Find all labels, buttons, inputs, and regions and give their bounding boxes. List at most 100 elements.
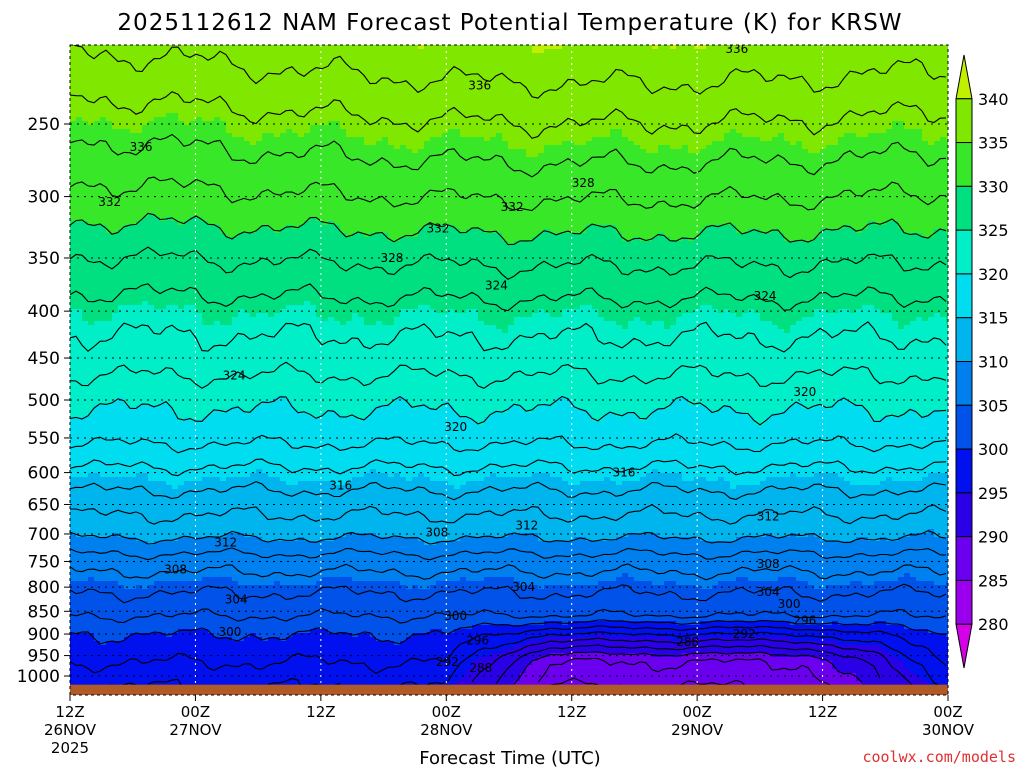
- fill-cell: [700, 653, 707, 695]
- fill-cell: [784, 141, 791, 242]
- fill-cell: [124, 129, 131, 226]
- fill-cell: [922, 533, 929, 582]
- fill-cell: [298, 585, 305, 634]
- fill-cell: [886, 313, 893, 418]
- fill-cell: [490, 45, 497, 138]
- fill-cell: [922, 581, 929, 630]
- fill-cell: [214, 577, 221, 638]
- fill-cell: [376, 405, 383, 474]
- fill-cell: [784, 333, 791, 410]
- fill-cell: [826, 229, 833, 314]
- fill-cell: [844, 625, 851, 646]
- fill-cell: [472, 229, 479, 310]
- fill-cell: [364, 581, 371, 634]
- fill-cell: [718, 621, 725, 638]
- fill-cell: [310, 125, 317, 218]
- fill-cell: [454, 313, 461, 414]
- fill-cell: [304, 585, 311, 634]
- fill-cell: [442, 225, 449, 314]
- fill-cell: [760, 621, 767, 638]
- fill-cell: [862, 45, 869, 138]
- fill-cell: [586, 481, 593, 542]
- fill-cell: [682, 537, 689, 586]
- x-tick-year: 2025: [51, 739, 89, 757]
- fill-cell: [364, 633, 371, 695]
- fill-cell: [736, 45, 743, 134]
- fill-cell: [622, 573, 629, 622]
- fill-cell: [802, 317, 809, 410]
- fill-cell: [724, 45, 731, 134]
- fill-cell: [532, 661, 539, 695]
- fill-cell: [928, 317, 935, 414]
- fill-cell: [484, 657, 491, 695]
- fill-cell: [874, 309, 881, 422]
- fill-cell: [478, 229, 485, 322]
- fill-cell: [946, 537, 948, 582]
- fill-cell: [922, 141, 929, 238]
- fill-cell: [628, 621, 635, 638]
- fill-cell: [802, 241, 809, 318]
- fill-cell: [286, 129, 293, 226]
- fill-cell: [310, 417, 317, 482]
- fill-cell: [412, 477, 419, 538]
- fill-cell: [346, 417, 353, 482]
- fill-cell: [820, 405, 827, 474]
- isentrope-334: [70, 133, 947, 178]
- fill-cell: [646, 473, 653, 534]
- contour-label: 332: [426, 221, 449, 235]
- fill-cell: [406, 537, 413, 590]
- fill-cell: [226, 477, 233, 534]
- fill-cell: [706, 225, 713, 306]
- fill-cell: [946, 233, 948, 326]
- fill-cell: [622, 481, 629, 538]
- fill-cell: [250, 409, 257, 474]
- fill-cell: [238, 641, 245, 695]
- fill-cell: [808, 241, 815, 318]
- fill-cell: [604, 225, 611, 322]
- fill-cell: [538, 405, 545, 474]
- fill-cell: [862, 305, 869, 410]
- fill-cell: [628, 533, 635, 578]
- fill-cell: [640, 653, 647, 695]
- isentrope-294: [471, 637, 917, 694]
- fill-cell: [760, 45, 767, 142]
- fill-cell: [178, 121, 185, 226]
- fill-cell: [772, 137, 779, 230]
- fill-cell: [748, 637, 755, 654]
- fill-cell: [442, 581, 449, 634]
- fill-cell: [148, 545, 155, 586]
- fill-cell: [844, 541, 851, 586]
- fill-cell: [160, 117, 167, 222]
- fill-cell: [700, 621, 707, 638]
- fill-cell: [118, 305, 125, 398]
- fill-cell: [490, 137, 497, 234]
- fill-cell: [814, 473, 821, 538]
- fill-cell: [328, 541, 335, 578]
- fill-cell: [796, 141, 803, 242]
- fill-cell: [832, 45, 839, 146]
- fill-cell: [544, 49, 551, 146]
- fill-cell: [340, 45, 347, 130]
- fill-cell: [652, 237, 659, 322]
- fill-cell: [736, 621, 743, 638]
- fill-cell: [778, 577, 785, 622]
- fill-cell: [772, 325, 779, 414]
- fill-cell: [556, 637, 563, 654]
- fill-cell: [262, 585, 269, 642]
- fill-cell: [748, 309, 755, 418]
- fill-cell: [574, 145, 581, 234]
- fill-cell: [844, 673, 851, 695]
- fill-cell: [394, 397, 401, 474]
- fill-cell: [850, 625, 857, 646]
- fill-cell: [628, 141, 635, 242]
- fill-cell: [502, 45, 509, 142]
- fill-cell: [100, 645, 107, 695]
- fill-cell: [388, 405, 395, 478]
- x-tick-date: 28NOV: [420, 721, 473, 739]
- isentrope-330: [70, 212, 947, 246]
- fill-cell: [766, 141, 773, 234]
- fill-cell: [832, 313, 839, 406]
- fill-cell: [898, 45, 905, 122]
- fill-cell: [94, 581, 101, 642]
- fill-cell: [166, 113, 173, 218]
